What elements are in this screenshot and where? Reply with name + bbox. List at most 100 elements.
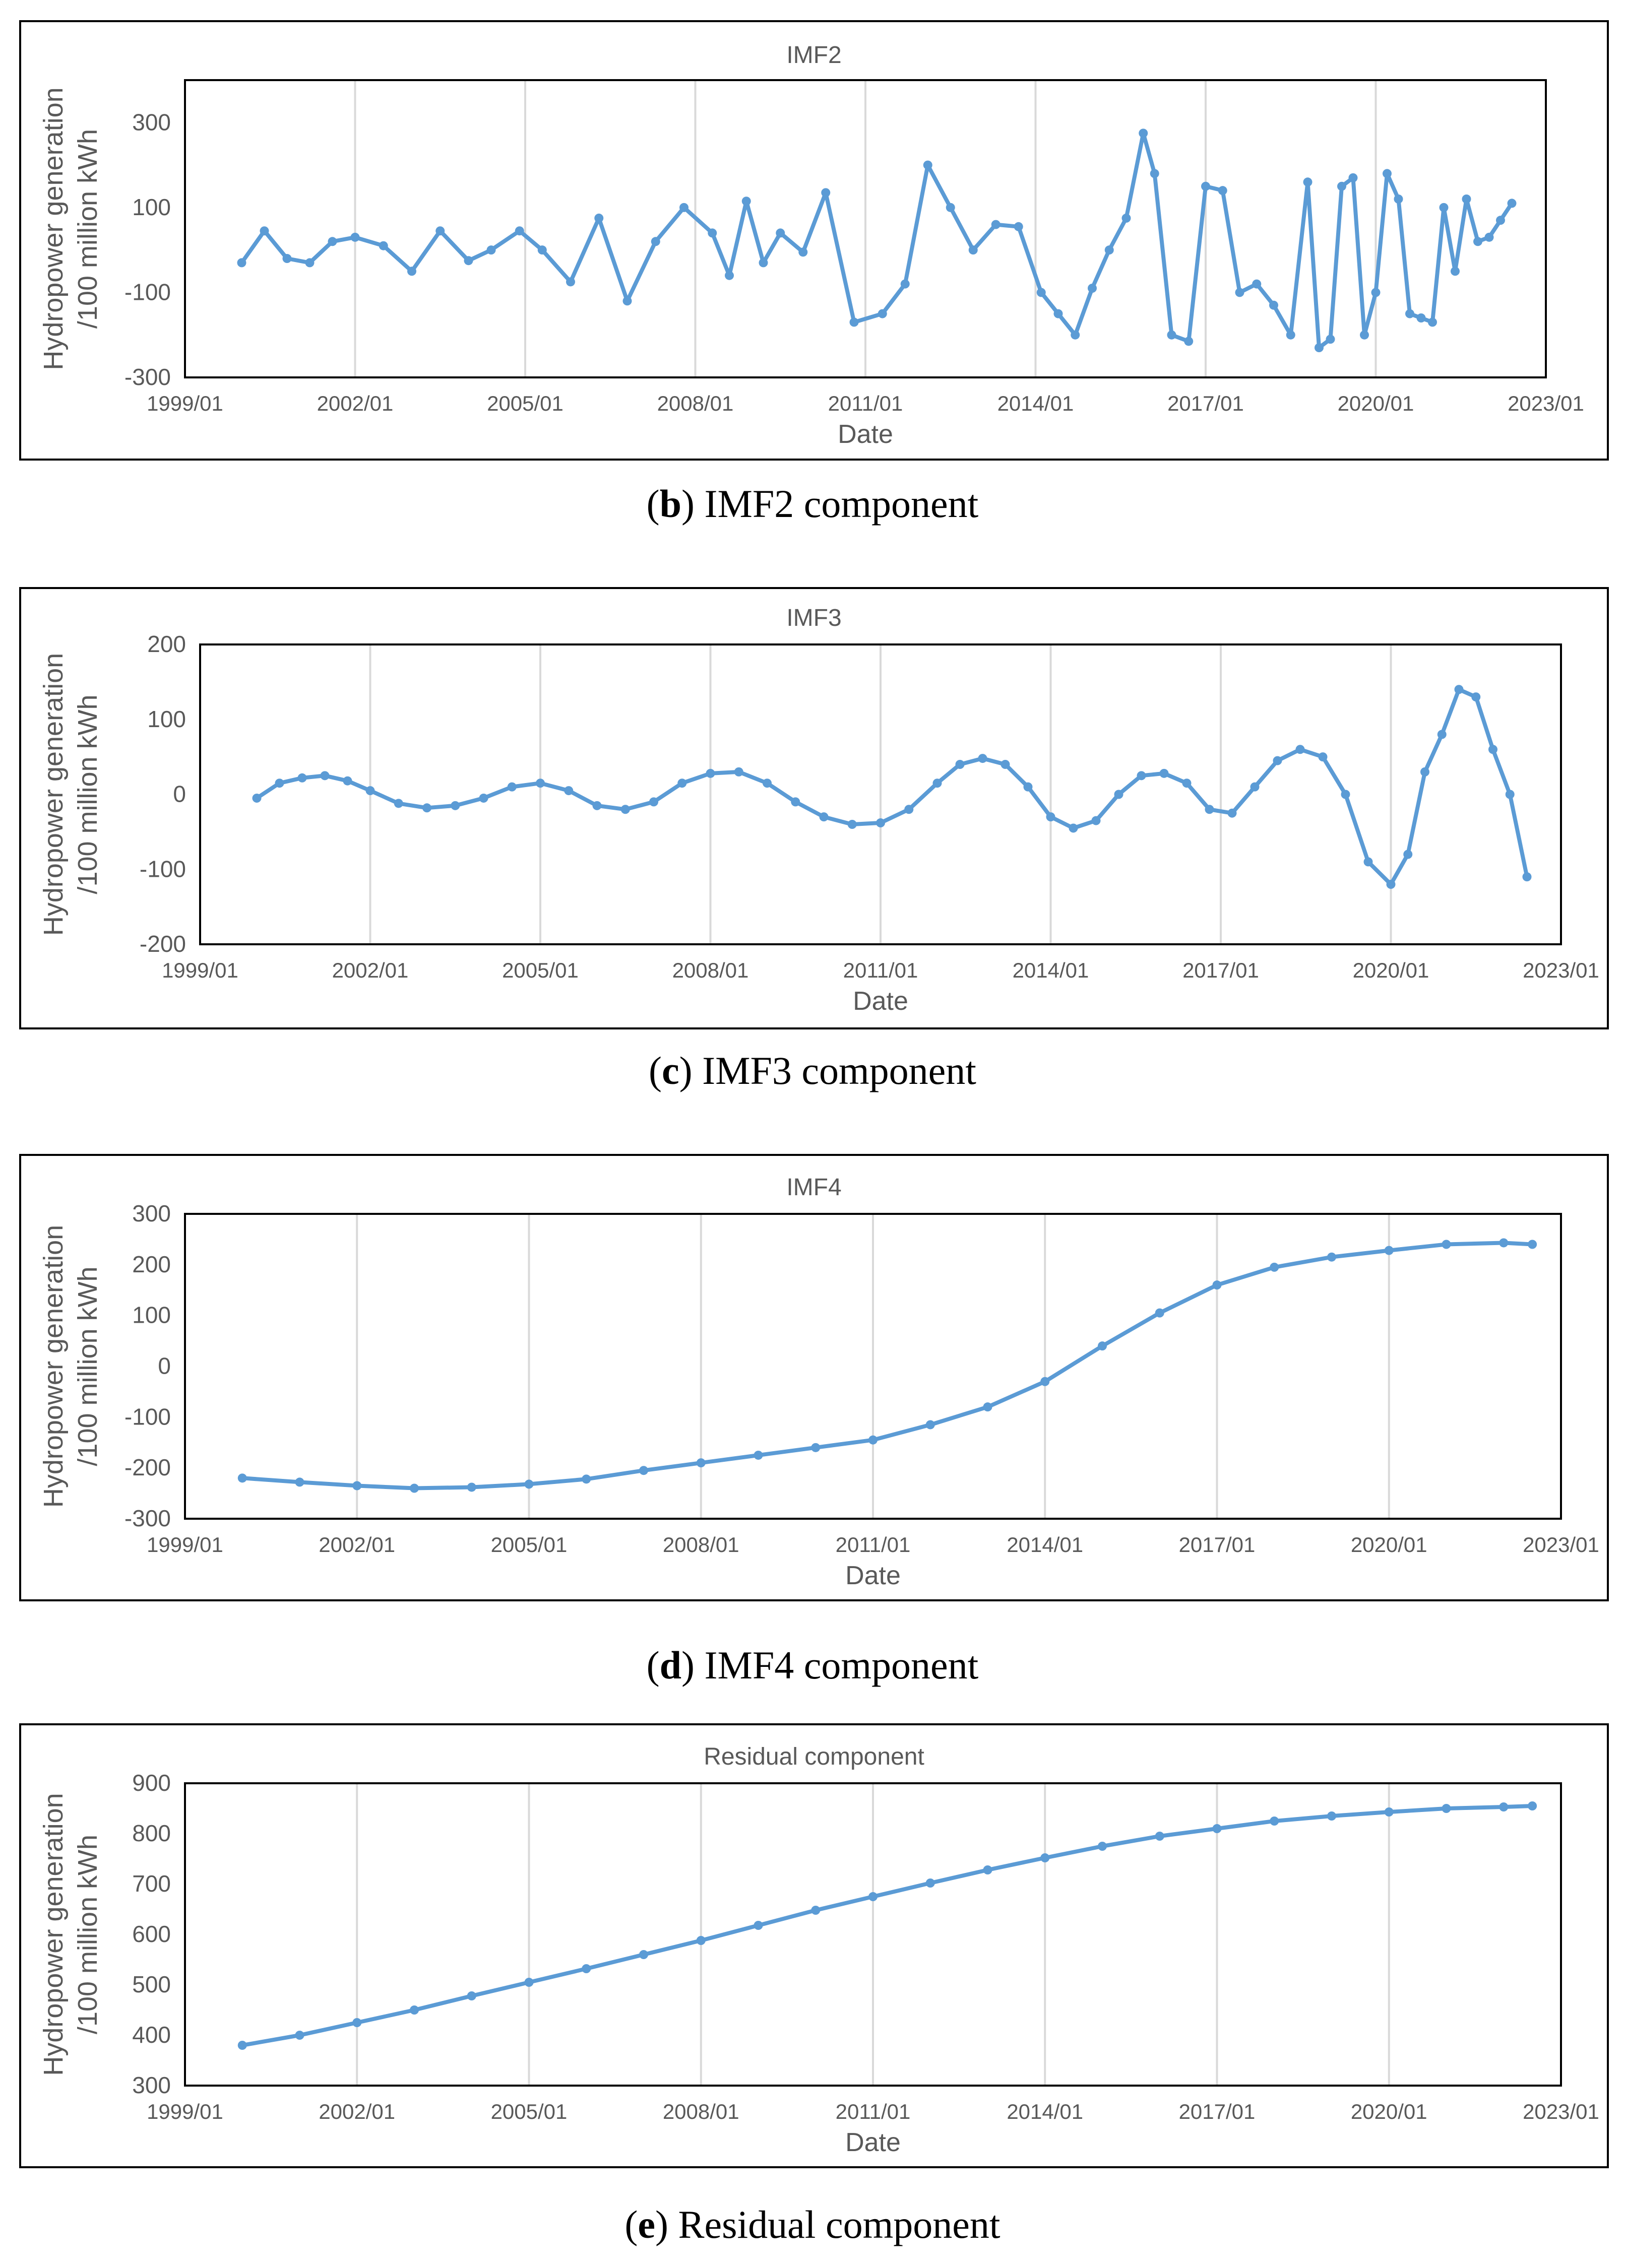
x-tick-label: 2005/01	[487, 392, 564, 415]
data-point	[1023, 782, 1033, 792]
y-axis-label: Hydropower generation	[38, 1225, 69, 1508]
series-line	[240, 1804, 1535, 2047]
chart-title: IMF2	[786, 42, 842, 69]
data-point	[1098, 1341, 1107, 1351]
x-tick-label: 2023/01	[1523, 2100, 1599, 2123]
plot-area	[184, 1213, 1562, 1520]
caption-residual: (e) Residual component	[624, 2202, 1001, 2246]
caption-text: IMF2 component	[704, 482, 979, 526]
data-point	[1384, 1807, 1394, 1817]
data-point	[1499, 1802, 1509, 1811]
data-point	[925, 1878, 935, 1888]
data-point	[1303, 177, 1312, 187]
data-point	[1014, 222, 1023, 231]
data-point	[798, 247, 808, 257]
data-point	[592, 801, 602, 810]
data-point	[847, 820, 857, 829]
data-point	[876, 818, 885, 828]
x-tick-label: 2011/01	[843, 958, 918, 982]
data-point	[932, 779, 942, 788]
data-point	[328, 237, 337, 246]
data-point	[564, 786, 574, 796]
chart-imf2: 1999/01 2002/01 2005/01 2008/01 2011/01 2014/…	[38, 79, 1584, 449]
y-axis-label: Hydropower generation	[38, 653, 69, 936]
data-point	[1155, 1832, 1164, 1841]
data-point	[1496, 216, 1505, 225]
data-point	[639, 1950, 648, 1959]
y-axis-label: /100 million kWh	[73, 129, 103, 329]
data-point	[1235, 288, 1244, 297]
x-axis-label: Date	[853, 987, 908, 1016]
data-point	[741, 197, 751, 206]
x-tick-label: 2020/01	[1351, 1533, 1427, 1557]
panel-residual: Residual component 1999/01 2002/01 2005/01…	[0, 1723, 1625, 2257]
data-point	[1386, 880, 1396, 889]
data-point	[464, 256, 473, 266]
data-point	[1528, 1801, 1537, 1810]
data-point	[1036, 288, 1046, 297]
data-point	[1471, 692, 1481, 702]
data-point	[1428, 317, 1437, 327]
chart-title: IMF3	[786, 605, 842, 631]
data-point	[983, 1865, 992, 1874]
y-axis-label: /100 million kWh	[73, 1266, 103, 1466]
data-point	[978, 754, 987, 763]
caption-imf4: (d) IMF4 component	[646, 1643, 979, 1687]
data-point	[1437, 730, 1447, 739]
y-tick-label: 100	[132, 194, 171, 220]
y-tick-label: 300	[132, 109, 171, 135]
data-point	[649, 797, 658, 807]
y-tick-label: 400	[132, 2022, 171, 2048]
y-tick-label: 0	[158, 1353, 171, 1379]
data-point	[486, 245, 496, 255]
data-point	[1360, 330, 1369, 340]
caption-imf3: (c) IMF3 component	[649, 1049, 976, 1092]
data-point	[1499, 1238, 1509, 1248]
data-point	[1384, 1246, 1394, 1255]
data-point	[594, 213, 604, 223]
x-tick-label: 2017/01	[1182, 958, 1259, 982]
data-point	[968, 245, 978, 255]
data-point	[1182, 779, 1192, 788]
data-point	[410, 2005, 419, 2015]
data-point	[1091, 816, 1101, 825]
x-tick-label: 2014/01	[1013, 958, 1089, 982]
data-point	[1269, 300, 1278, 310]
data-point	[1442, 1240, 1451, 1249]
caption-letter: c	[662, 1049, 679, 1092]
data-point	[1341, 790, 1350, 799]
data-point	[1184, 337, 1194, 346]
panel-imf4: IMF4 1999/01 2002/01 2005/01 2008/01 2011/01…	[0, 1154, 1625, 1688]
data-point	[1159, 768, 1169, 778]
data-point	[435, 226, 445, 236]
chart-frame: IMF4 1999/01 2002/01 2005/01 2008/01 2011/01…	[19, 1154, 1609, 1601]
data-point	[1270, 1262, 1279, 1272]
data-point	[622, 296, 632, 306]
y-axis-label: /100 million kWh	[73, 1835, 103, 2034]
data-point	[1001, 760, 1010, 769]
chart-imf3: 1999/01 2002/01 2005/01 2008/01 2011/01 2014/…	[38, 631, 1599, 1016]
x-tick-label: 1999/01	[147, 392, 223, 415]
data-point	[1046, 812, 1055, 822]
data-point	[352, 2018, 362, 2027]
y-tick-label: 0	[173, 781, 186, 807]
data-point	[1484, 232, 1494, 242]
data-point	[878, 309, 887, 318]
data-point	[1327, 1252, 1336, 1262]
caption-text: IMF4 component	[704, 1643, 979, 1687]
y-tick-label: 100	[132, 1302, 171, 1328]
data-point	[1394, 195, 1403, 204]
x-tick-label: 2020/01	[1338, 392, 1414, 415]
chart-frame: Residual component 1999/01 2002/01 2005/01…	[19, 1723, 1609, 2168]
data-point	[1348, 173, 1358, 182]
x-tick-label: 2017/01	[1179, 2100, 1256, 2123]
data-point	[295, 1477, 304, 1487]
data-point	[1315, 343, 1324, 352]
data-point	[1227, 808, 1237, 818]
data-point	[275, 779, 284, 788]
y-tick-label: 800	[132, 1820, 171, 1846]
data-point	[776, 228, 785, 238]
plot-area	[184, 79, 1547, 378]
x-tick-label: 2008/01	[663, 2100, 739, 2123]
data-point	[639, 1466, 648, 1475]
